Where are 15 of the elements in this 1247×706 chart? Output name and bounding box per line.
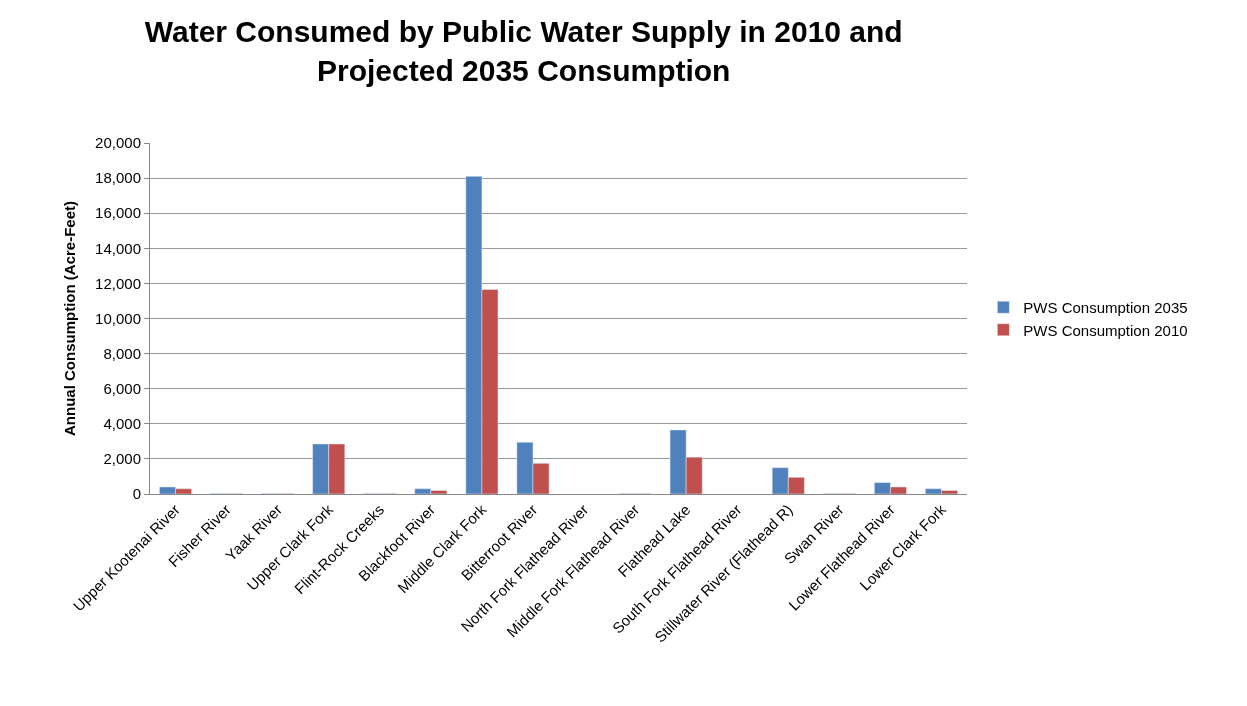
y-tick-label: 2,000 [103,450,141,468]
y-tick-label: 10,000 [95,309,141,327]
y-tick-label: 16,000 [95,204,141,222]
y-tick-label: 4,000 [103,415,141,433]
y-tick-label: 20,000 [95,134,141,152]
y-tick-label: 18,000 [95,169,141,187]
y-tick-label: 6,000 [103,379,141,397]
y-tick-label: 12,000 [95,274,141,292]
y-tick-label: 0 [132,485,141,503]
y-tick-label: 8,000 [103,344,141,362]
legend-label: PWS Consumption 2035 [1023,299,1188,317]
chart-title: Water Consumed by Public Water Supply in 2010 and Projected 2035 Consumption [144,15,903,88]
y-tick-label: 14,000 [95,239,141,257]
legend-label: PWS Consumption 2010 [1023,321,1188,339]
y-axis-title: Annual Consumption (Acre-Feet) [61,201,79,436]
